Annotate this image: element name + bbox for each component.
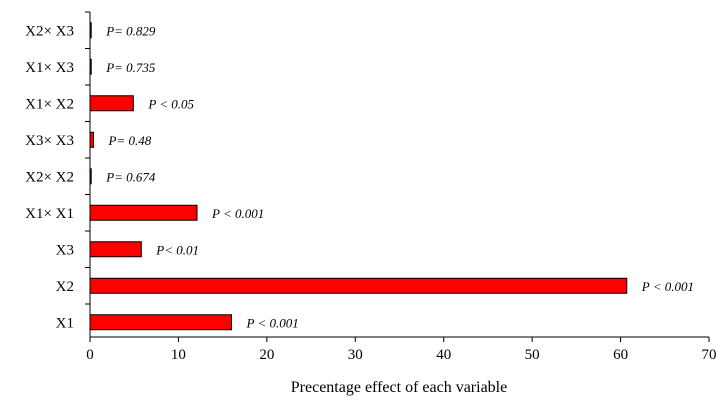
bar [89,241,142,258]
x-tick-label: 0 [86,347,94,363]
category-label: X1× X2 [25,96,74,112]
category-label: X2× X2 [25,169,74,185]
x-tick-label: 10 [171,347,186,363]
x-tick-label: 60 [613,347,628,363]
bar [89,314,232,331]
bar [89,277,628,294]
category-label: X1× X3 [25,60,74,76]
p-value-label: P < 0.001 [245,315,298,330]
x-tick-label: 50 [525,347,540,363]
p-value-label: P < 0.001 [641,279,694,294]
bar [89,204,198,221]
x-tick-label: 40 [436,347,451,363]
p-value-label: P < 0.001 [211,206,264,221]
category-label: X1× X1 [25,206,74,222]
bar [89,131,95,148]
bar [89,95,134,112]
p-value-label: P= 0.48 [108,133,152,148]
p-value-label: P < 0.05 [147,96,194,111]
x-axis-title: Precentage effect of each variable [291,379,507,396]
p-value-label: P< 0.01 [155,242,199,257]
x-tick-label: 70 [702,347,716,363]
p-value-label: P= 0.674 [105,169,156,184]
x-tick-label: 30 [348,347,363,363]
x-tick-label: 20 [259,347,274,363]
category-label: X2 [56,279,74,295]
category-label: X3× X3 [25,133,74,149]
p-value-label: P= 0.735 [105,60,156,75]
category-label: X3 [56,242,74,258]
category-label: X1 [56,315,74,331]
p-value-label: P= 0.829 [105,23,156,38]
category-label: X2× X3 [25,23,74,39]
